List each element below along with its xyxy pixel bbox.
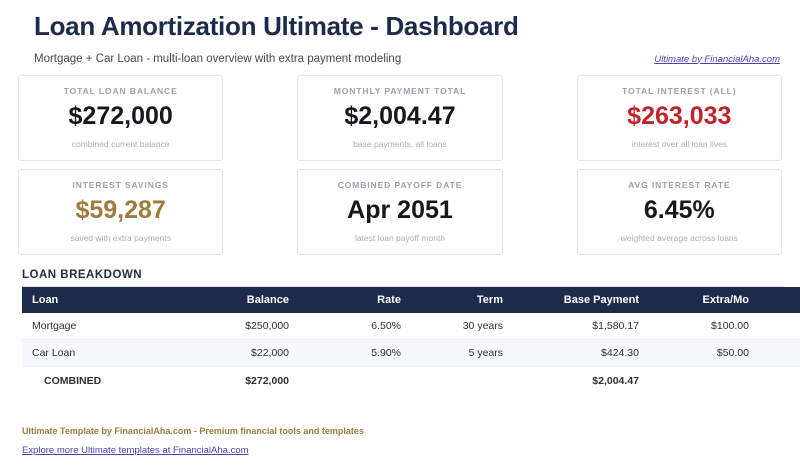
- cell-total-interest-total: $263,033: [759, 366, 800, 394]
- cell-balance-total: $272,000: [174, 366, 299, 394]
- cell-base-payment-total: $2,004.47: [513, 366, 649, 394]
- kpi-value: $2,004.47: [344, 102, 456, 131]
- cell-base-payment: $1,580.17: [513, 312, 649, 340]
- kpi-label: MONTHLY PAYMENT TOTAL: [333, 86, 467, 97]
- kpi-value: $272,000: [68, 102, 173, 131]
- page-footer: Ultimate Template by FinancialAha.com - …: [22, 426, 364, 458]
- kpi-subtext: weighted average across loans: [620, 232, 738, 243]
- kpi-value: $263,033: [627, 102, 732, 131]
- kpi-card-total-interest-all: TOTAL INTEREST (ALL) $263,033 interest o…: [576, 74, 782, 161]
- kpi-card-interest-savings: INTEREST SAVINGS $59,287 saved with extr…: [18, 168, 224, 255]
- cell-loan: Car Loan: [22, 339, 174, 367]
- loan-breakdown-table: Loan Balance Rate Term Base Payment Extr…: [22, 286, 800, 394]
- section-divider: [22, 285, 784, 287]
- kpi-subtext: base payments, all loans: [353, 138, 447, 149]
- cell-term-total: [411, 366, 513, 394]
- kpi-subtext: interest over all loan lives: [631, 138, 728, 149]
- column-header-rate[interactable]: Rate: [299, 286, 411, 313]
- page-header: Loan Amortization Ultimate - Dashboard M…: [16, 0, 784, 65]
- section-header: LOAN BREAKDOWN: [16, 269, 784, 287]
- kpi-label: COMBINED PAYOFF DATE: [337, 180, 463, 191]
- section-title: LOAN BREAKDOWN: [22, 268, 143, 281]
- kpi-card-total-loan-balance: TOTAL LOAN BALANCE $272,000 combined cur…: [18, 74, 224, 161]
- cell-extra-mo: $50.00: [649, 339, 759, 367]
- footer-note: Ultimate Template by FinancialAha.com - …: [22, 426, 364, 436]
- kpi-subtext: latest loan payoff month: [354, 232, 446, 243]
- kpi-label: TOTAL LOAN BALANCE: [63, 86, 178, 97]
- column-header-extra-mo[interactable]: Extra/Mo: [649, 286, 759, 313]
- column-header-total-interest[interactable]: Total Interest: [759, 286, 800, 313]
- loan-breakdown-table-wrapper: Loan Balance Rate Term Base Payment Extr…: [16, 286, 800, 394]
- kpi-label: INTEREST SAVINGS: [72, 180, 169, 191]
- footer-link[interactable]: Explore more Ultimate templates at Finan…: [22, 445, 249, 456]
- column-header-term[interactable]: Term: [411, 286, 513, 313]
- cell-total-interest: $260,001: [759, 312, 800, 340]
- cell-term: 5 years: [411, 339, 513, 367]
- kpi-value: 6.45%: [643, 196, 715, 225]
- kpi-card-avg-interest-rate: AVG INTEREST RATE 6.45% weighted average…: [576, 168, 782, 255]
- table-total-row: COMBINED $272,000 $2,004.47 $263,033: [22, 366, 800, 394]
- kpi-card-monthly-payment-total: MONTHLY PAYMENT TOTAL $2,004.47 base pay…: [297, 74, 503, 161]
- table-header: Loan Balance Rate Term Base Payment Extr…: [22, 286, 800, 313]
- cell-loan-total: COMBINED: [22, 366, 174, 394]
- page-subtitle: Mortgage + Car Loan - multi-loan overvie…: [34, 52, 402, 65]
- cell-rate: 6.50%: [299, 312, 411, 340]
- cell-extra-mo: $100.00: [649, 312, 759, 340]
- cell-balance: $22,000: [174, 339, 299, 367]
- cell-loan: Mortgage: [22, 312, 174, 340]
- cell-term: 30 years: [411, 312, 513, 340]
- page-title: Loan Amortization Ultimate - Dashboard: [34, 11, 519, 41]
- kpi-value: Apr 2051: [347, 196, 453, 225]
- cell-base-payment: $424.30: [513, 339, 649, 367]
- table-row[interactable]: Mortgage $250,000 6.50% 30 years $1,580.…: [22, 312, 800, 340]
- column-header-loan[interactable]: Loan: [22, 286, 174, 313]
- cell-extra-mo-total: [649, 366, 759, 394]
- table-row[interactable]: Car Loan $22,000 5.90% 5 years $424.30 $…: [22, 339, 800, 367]
- table-body: Mortgage $250,000 6.50% 30 years $1,580.…: [22, 312, 800, 394]
- kpi-label: TOTAL INTEREST (ALL): [622, 86, 737, 97]
- kpi-subtext: saved with extra payments: [70, 232, 171, 243]
- kpi-grid: TOTAL LOAN BALANCE $272,000 combined cur…: [16, 74, 784, 255]
- cell-rate-total: [299, 366, 411, 394]
- kpi-card-combined-payoff-date: COMBINED PAYOFF DATE Apr 2051 latest loa…: [297, 168, 503, 255]
- kpi-value: $59,287: [75, 196, 166, 225]
- subtitle-row: Mortgage + Car Loan - multi-loan overvie…: [34, 53, 784, 65]
- cell-balance: $250,000: [174, 312, 299, 340]
- cell-rate: 5.90%: [299, 339, 411, 367]
- column-header-base-payment[interactable]: Base Payment: [513, 286, 649, 313]
- kpi-label: AVG INTEREST RATE: [628, 180, 731, 191]
- table-header-row: Loan Balance Rate Term Base Payment Extr…: [22, 286, 800, 313]
- cell-total-interest: $3,032: [759, 339, 800, 367]
- brand-link[interactable]: Ultimate by FinancialAha.com: [654, 53, 780, 65]
- column-header-balance[interactable]: Balance: [174, 286, 299, 313]
- kpi-subtext: combined current balance: [71, 138, 170, 149]
